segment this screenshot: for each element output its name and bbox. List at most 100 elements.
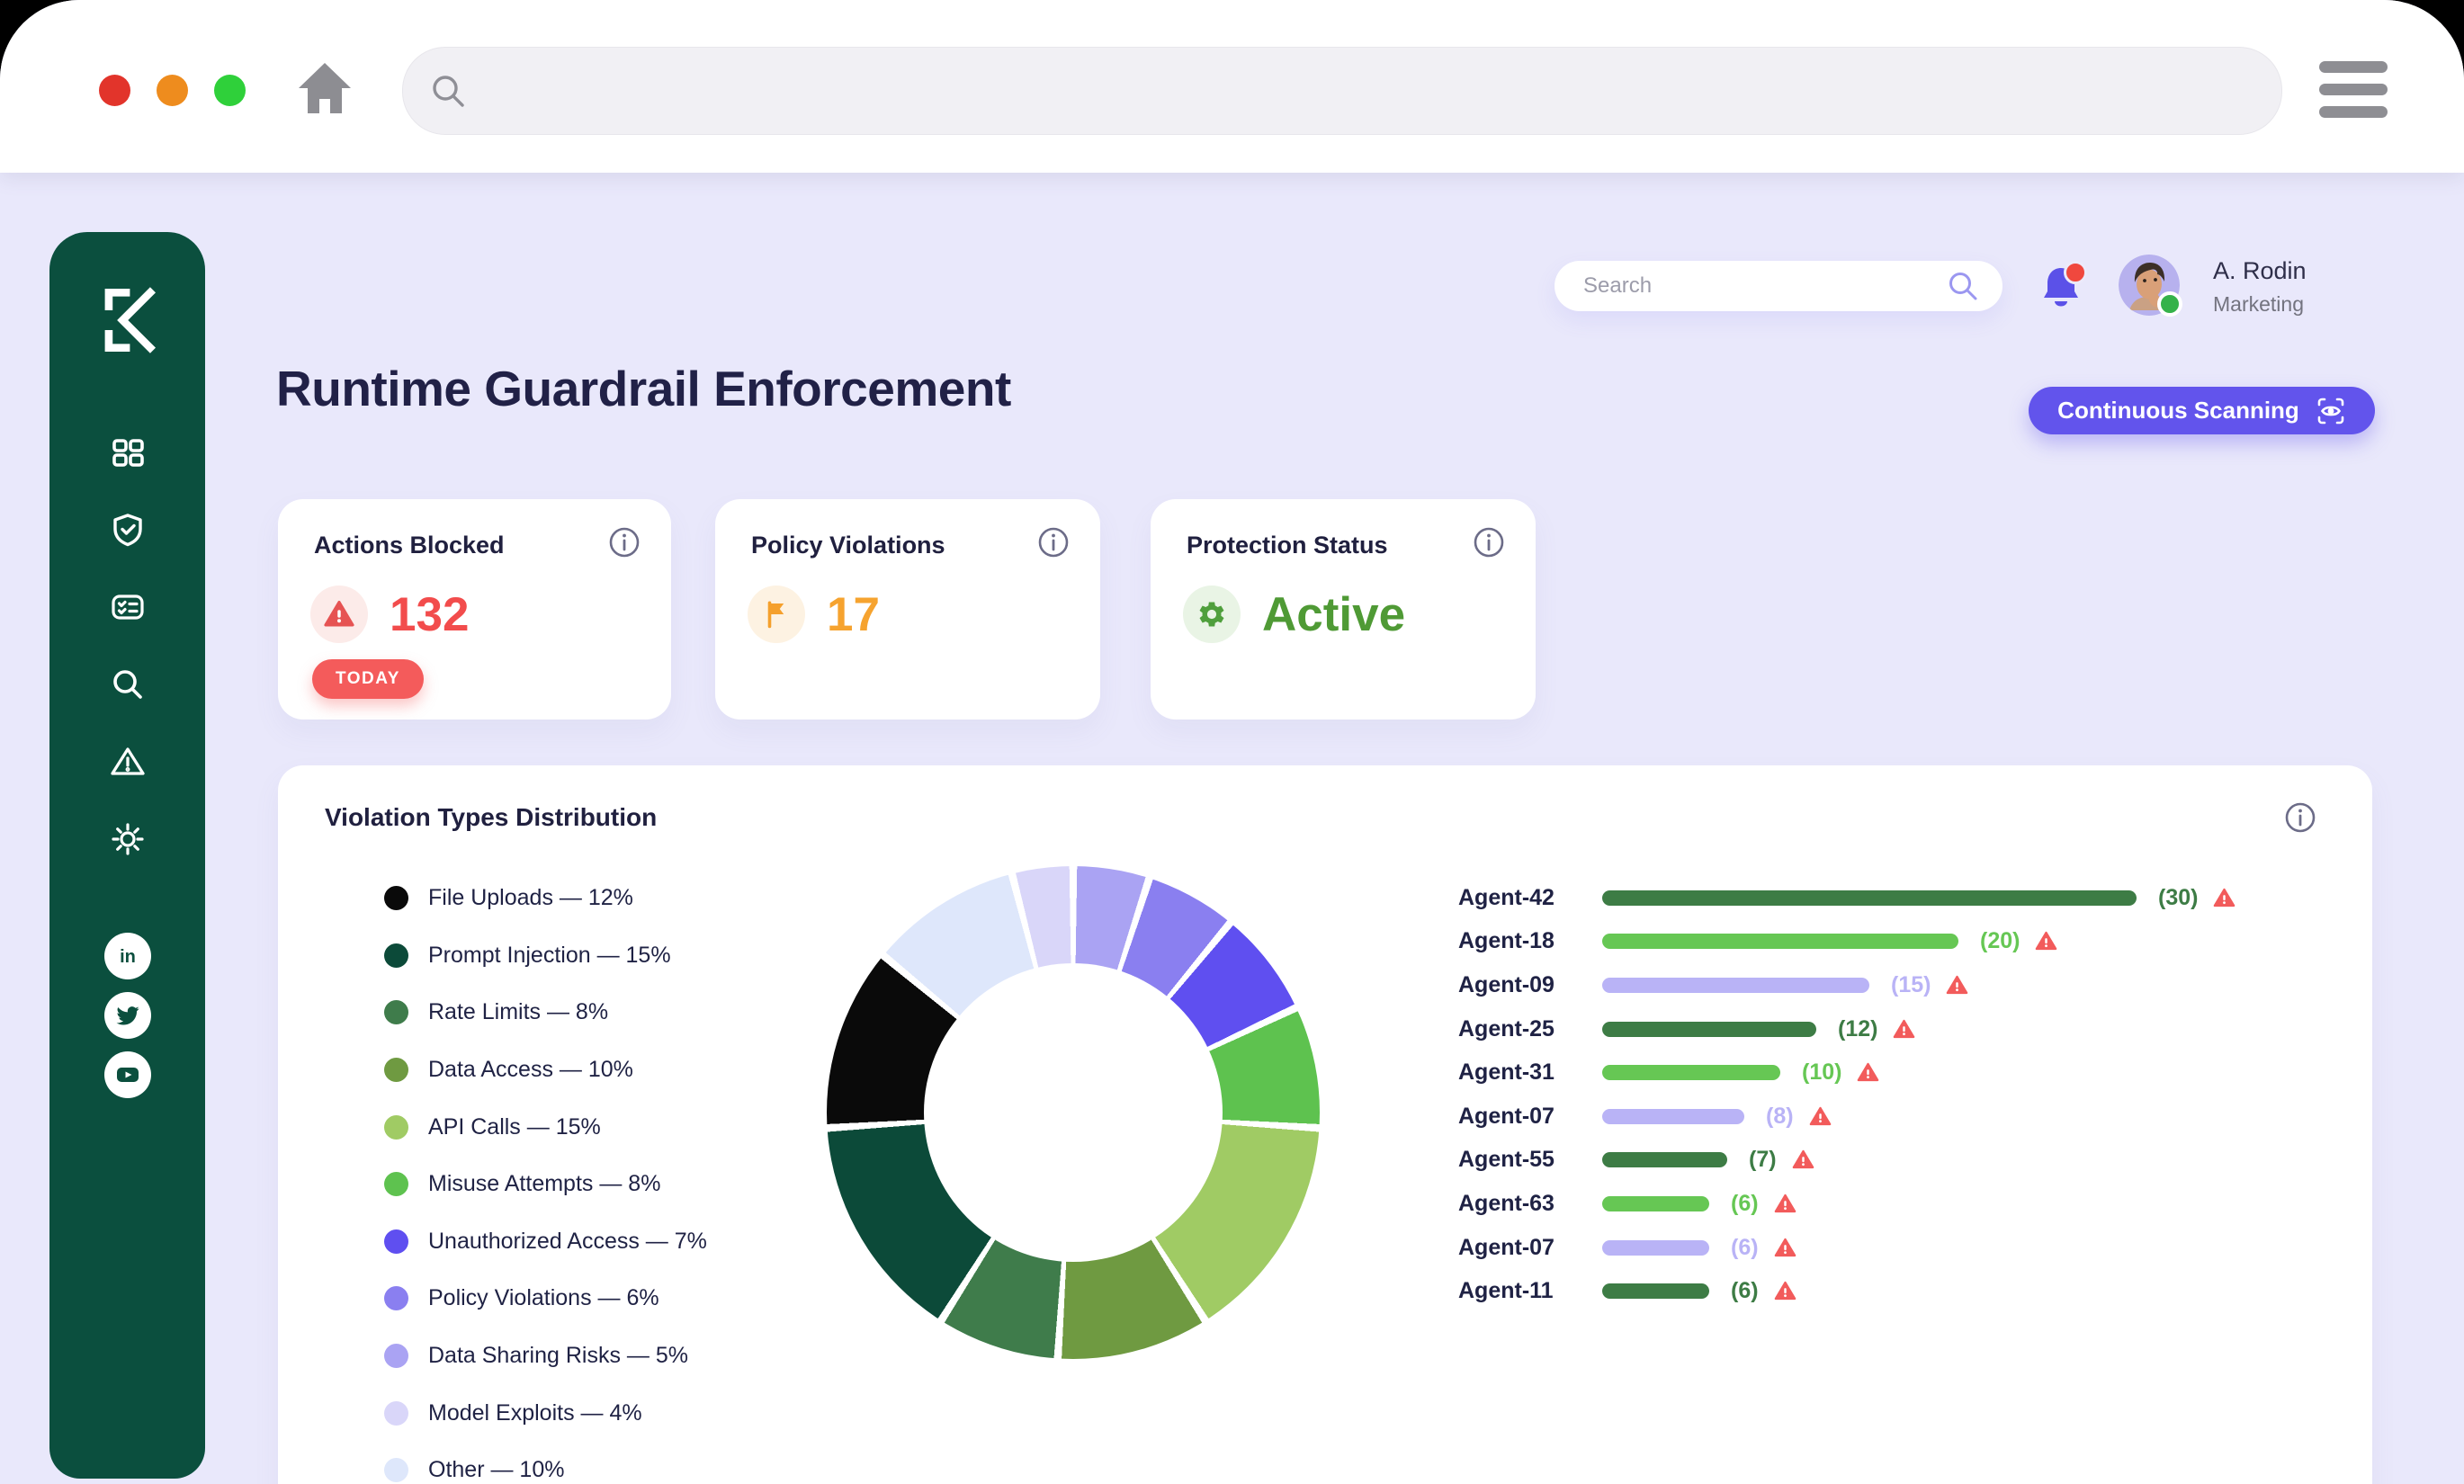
info-icon[interactable] xyxy=(1037,526,1070,559)
agent-bar xyxy=(1602,934,1958,950)
stat-card-actions-blocked: Actions Blocked 132 TODAY xyxy=(278,499,671,720)
agent-bar xyxy=(1602,1108,1744,1124)
stat-value: 132 xyxy=(390,587,470,641)
traffic-light-close[interactable] xyxy=(99,75,130,106)
legend-dot xyxy=(384,1229,408,1254)
legend-dot xyxy=(384,1058,408,1083)
agent-label: Agent-07 xyxy=(1458,1103,1555,1129)
legend-item: Policy Violations — 6% xyxy=(384,1270,707,1328)
agent-value: (10) xyxy=(1802,1059,1842,1086)
flag-icon-circle xyxy=(748,586,805,643)
agent-warning xyxy=(1808,1104,1832,1129)
sidebar-item-dashboard[interactable] xyxy=(106,431,149,474)
agent-row: Agent-25 (12) xyxy=(1458,1007,2340,1051)
agent-warning xyxy=(1892,1017,1916,1041)
youtube-button[interactable] xyxy=(103,1051,151,1098)
legend-label: Data Sharing Risks — 5% xyxy=(428,1343,689,1369)
section-title: Violation Types Distribution xyxy=(325,803,658,831)
agent-value: (20) xyxy=(1980,928,2020,954)
gear-icon-circle xyxy=(1183,586,1241,643)
linkedin-button[interactable]: in xyxy=(103,933,151,979)
shield-check-icon xyxy=(112,514,142,547)
legend-label: Unauthorized Access — 7% xyxy=(428,1228,707,1254)
legend-dot xyxy=(384,943,408,968)
continuous-scanning-button[interactable]: Continuous Scanning xyxy=(2029,387,2375,434)
warning-icon xyxy=(1792,1150,1814,1169)
sidebar-item-policies[interactable] xyxy=(106,586,149,629)
app-logo[interactable] xyxy=(49,279,205,362)
svg-text:in: in xyxy=(120,947,136,967)
sidebar-item-settings[interactable] xyxy=(106,818,149,861)
sidebar-item-protection[interactable] xyxy=(106,508,149,551)
search-icon xyxy=(433,76,464,107)
sidebar-nav xyxy=(49,431,205,861)
page-title: Runtime Guardrail Enforcement xyxy=(276,361,1011,416)
warning-icon xyxy=(1809,1106,1831,1125)
agent-row: Agent-07 (6) xyxy=(1458,1226,2340,1270)
legend-item: File Uploads — 12% xyxy=(384,870,707,927)
traffic-light-minimize[interactable] xyxy=(157,75,188,106)
notifications-button[interactable] xyxy=(2038,261,2087,313)
legend-label: File Uploads — 12% xyxy=(428,885,633,911)
agent-warning xyxy=(1791,1148,1815,1172)
settings-gear-icon xyxy=(111,823,144,855)
sidebar-item-search[interactable] xyxy=(106,663,149,706)
info-icon[interactable] xyxy=(1473,526,1505,559)
agent-bar xyxy=(1602,1195,1709,1211)
legend-dot xyxy=(384,1114,408,1140)
stat-title: Protection Status xyxy=(1187,532,1388,559)
menu-button[interactable] xyxy=(2319,61,2388,121)
agent-row: Agent-55 (7) xyxy=(1458,1139,2340,1183)
legend-item: Data Access — 10% xyxy=(384,1041,707,1099)
twitter-button[interactable] xyxy=(103,992,151,1039)
browser-chrome xyxy=(0,0,2464,173)
legend-label: Prompt Injection — 15% xyxy=(428,942,671,968)
info-icon[interactable] xyxy=(2284,801,2316,834)
warning-icon xyxy=(1947,975,1968,995)
warning-icon xyxy=(1894,1019,1915,1038)
legend-label: Model Exploits — 4% xyxy=(428,1399,642,1426)
agent-row: Agent-07 (8) xyxy=(1458,1095,2340,1139)
agent-warning xyxy=(2034,929,2058,953)
agent-warning xyxy=(1773,1279,1797,1303)
online-status-dot xyxy=(2157,291,2182,317)
url-bar-container xyxy=(402,47,2282,135)
eye-scan-icon xyxy=(2317,398,2344,424)
legend-item: Prompt Injection — 15% xyxy=(384,927,707,985)
app-search-container xyxy=(1555,261,2003,311)
legend-dot xyxy=(384,886,408,911)
search-icon xyxy=(112,670,142,699)
legend-label: Rate Limits — 8% xyxy=(428,999,609,1025)
agent-label: Agent-25 xyxy=(1458,1015,1555,1041)
gear-icon xyxy=(1199,602,1224,627)
donut-chart xyxy=(827,866,1320,1359)
home-button[interactable] xyxy=(295,58,354,121)
warning-icon xyxy=(2036,932,2057,951)
user-avatar[interactable] xyxy=(2119,255,2182,317)
dashboard-grid-icon xyxy=(112,439,144,467)
legend-dot xyxy=(384,1344,408,1369)
agent-label: Agent-07 xyxy=(1458,1234,1555,1260)
traffic-light-maximize[interactable] xyxy=(214,75,246,106)
warning-icon-circle xyxy=(310,586,368,643)
warning-icon xyxy=(1774,1281,1796,1301)
flag-icon xyxy=(767,601,784,629)
stat-card-protection-status: Protection Status Active xyxy=(1151,499,1536,720)
sidebar-item-alerts[interactable] xyxy=(106,740,149,783)
agent-label: Agent-11 xyxy=(1458,1278,1554,1304)
agent-row: Agent-31 (10) xyxy=(1458,1050,2340,1095)
legend-label: Misuse Attempts — 8% xyxy=(428,1171,661,1197)
donut-legend: File Uploads — 12% Prompt Injection — 15%… xyxy=(384,870,707,1484)
user-name: A. Rodin xyxy=(2213,257,2307,284)
search-input[interactable] xyxy=(1555,273,1945,299)
url-bar[interactable] xyxy=(468,76,2281,106)
agent-bar xyxy=(1602,977,1869,993)
agent-value: (8) xyxy=(1766,1103,1794,1129)
legend-label: Other — 10% xyxy=(428,1457,565,1483)
agent-label: Agent-31 xyxy=(1458,1059,1555,1086)
agent-bar xyxy=(1602,1152,1727,1168)
info-icon[interactable] xyxy=(608,526,641,559)
agent-label: Agent-42 xyxy=(1458,884,1555,910)
agent-bar xyxy=(1602,1065,1780,1081)
alert-warning-icon xyxy=(110,747,145,775)
